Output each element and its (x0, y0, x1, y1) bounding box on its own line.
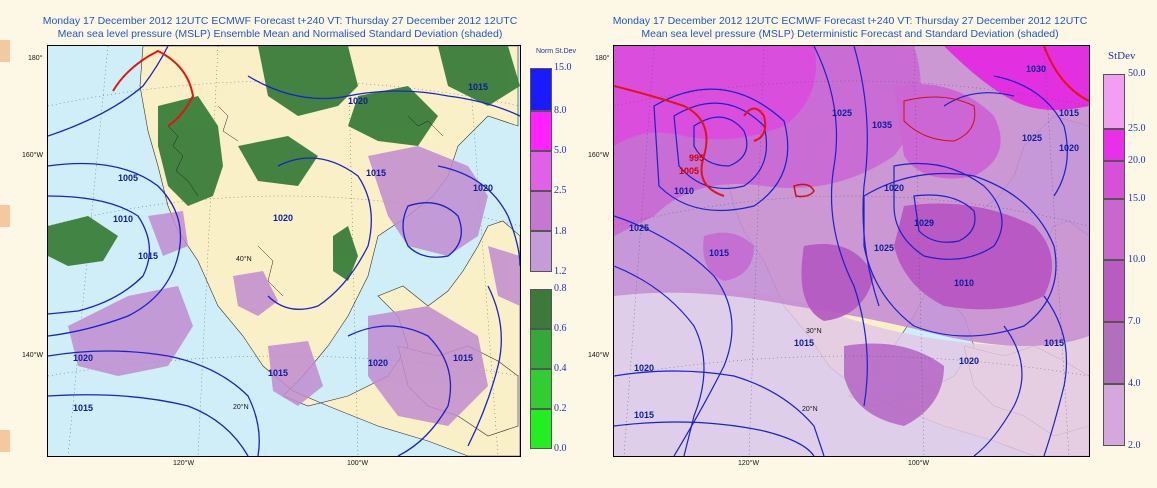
left-legend-tick-0-4: 0.4 (554, 363, 567, 374)
right-legend-swatch-1 (1103, 129, 1125, 161)
right-title-line1: Monday 17 December 2012 12UTC ECMWF Fore… (612, 15, 1088, 27)
right-lat-160w: 160°W (588, 152, 610, 159)
right-isobar-label-14: 1015 (634, 410, 654, 420)
right-isobar-label-15: 1015 (794, 338, 814, 348)
left-legend-tick-2-5: 2.5 (554, 185, 567, 196)
left-legend-swatch-5 (530, 289, 552, 329)
right-isobar-label-5: 1020 (1059, 143, 1079, 153)
left-isobar-label-2: 1005 (118, 173, 138, 183)
left-legend-tick-8: 8.0 (554, 105, 567, 116)
right-isobar-label-16: 1020 (959, 356, 979, 366)
left-lat-180: 180° (28, 55, 43, 62)
left-isobar-label-12: 1020 (473, 183, 493, 193)
right-map-svg: 1030 1025 1035 1025 1015 1020 1010 1025 … (614, 46, 1089, 456)
right-legend-swatch-0 (1103, 74, 1125, 129)
left-isobar-label-4: 1015 (138, 251, 158, 261)
right-isobar-label-13: 1020 (634, 363, 654, 373)
right-legend-tick-15: 15.0 (1128, 193, 1146, 204)
left-legend-tick-0-0: 0.0 (554, 443, 567, 454)
left-isobar-label-6: 1015 (366, 168, 386, 178)
left-legend-title: Norm St.Dev (536, 48, 577, 55)
right-legend-swatch-6 (1103, 384, 1125, 446)
right-legend-tick-25: 25.0 (1128, 123, 1146, 134)
right-isobar-label-19: 1005 (679, 166, 699, 176)
right-legend-title: StDev (1108, 50, 1136, 62)
left-grid-label-40n: 40°N (236, 256, 252, 263)
left-lat-160w: 160°W (22, 152, 44, 159)
right-panel: Monday 17 December 2012 12UTC ECMWF Fore… (580, 0, 1157, 488)
right-isobar-label-4: 1015 (1059, 108, 1079, 118)
left-title-line2: Mean sea level pressure (MSLP) Ensemble … (57, 28, 503, 40)
edge-marker-2 (0, 205, 10, 227)
right-legend: StDev 50.0 25.0 20.0 15.0 10.0 7.0 4.0 2… (1100, 45, 1157, 455)
right-lon-120w: 120°W (738, 460, 760, 467)
right-legend-tick-2: 2.0 (1128, 440, 1141, 451)
right-isobar-label-10: 1020 (884, 183, 904, 193)
right-grid-label-20n: 20°N (802, 406, 818, 413)
right-isobar-label-1: 1025 (832, 108, 852, 118)
right-isobar-label-0: 1030 (1026, 64, 1046, 74)
left-legend-tick-1-8: 1.8 (554, 226, 567, 237)
right-legend-tick-50: 50.0 (1128, 68, 1146, 79)
right-isobar-label-11: 1025 (874, 243, 894, 253)
right-isobar-label-18: 995 (689, 153, 704, 163)
left-isobar-label-0: 1020 (348, 96, 368, 106)
left-legend-swatch-1 (530, 111, 552, 151)
left-legend-tick-15: 15.0 (554, 62, 572, 73)
right-isobar-label-3: 1025 (1022, 133, 1042, 143)
left-lat-140w: 140°W (22, 352, 44, 359)
left-legend-tick-0-8: 0.8 (554, 283, 567, 294)
right-isobar-label-9: 1029 (914, 218, 934, 228)
left-map: 1020 1015 1005 1010 1015 1020 1015 1020 … (47, 45, 521, 457)
right-lon-100w: 100°W (908, 460, 930, 467)
right-legend-swatch-3 (1103, 199, 1125, 260)
left-isobar-label-1: 1015 (468, 82, 488, 92)
left-legend-tick-0-2: 0.2 (554, 403, 567, 414)
left-legend-tick-1-2: 1.2 (554, 266, 567, 277)
left-panel: Monday 17 December 2012 12UTC ECMWF Fore… (0, 0, 576, 488)
right-map: 1030 1025 1035 1025 1015 1020 1010 1025 … (613, 45, 1090, 457)
left-lon-100w: 100°W (347, 460, 369, 467)
left-legend-swatch-0 (530, 68, 552, 111)
right-isobar-label-2: 1035 (872, 120, 892, 130)
left-grid-label-20n: 20°N (233, 404, 249, 411)
left-title-line1: Monday 17 December 2012 12UTC ECMWF Fore… (42, 15, 518, 27)
left-legend-swatch-8 (530, 409, 552, 449)
right-isobar-label-17: 1015 (1044, 338, 1064, 348)
left-lon-120w: 120°W (173, 460, 195, 467)
left-legend-swatch-2 (530, 151, 552, 191)
left-legend-swatch-6 (530, 329, 552, 369)
left-isobar-label-3: 1010 (113, 214, 133, 224)
right-legend-tick-20: 20.0 (1128, 155, 1146, 166)
edge-marker-1 (0, 40, 10, 62)
right-legend-swatch-4 (1103, 260, 1125, 322)
right-title-line2: Mean sea level pressure (MSLP) Determini… (641, 28, 1059, 40)
right-legend-swatch-5 (1103, 322, 1125, 384)
right-legend-tick-7: 7.0 (1128, 316, 1141, 327)
right-lat-180: 180° (595, 55, 610, 62)
left-isobar-label-5: 1020 (273, 213, 293, 223)
left-legend-tick-0-6: 0.6 (554, 323, 567, 334)
right-isobar-label-8: 1015 (709, 248, 729, 258)
left-isobar-label-11: 1015 (453, 353, 473, 363)
left-legend-swatch-7 (530, 369, 552, 409)
left-isobar-label-9: 1015 (268, 368, 288, 378)
right-lat-140w: 140°W (588, 352, 610, 359)
right-legend-swatch-2 (1103, 161, 1125, 199)
right-isobar-label-12: 1010 (954, 278, 974, 288)
left-legend-swatch-4 (530, 231, 552, 272)
left-isobar-label-8: 1015 (73, 403, 93, 413)
left-legend: Norm St.Dev 15.0 8.0 5.0 2.5 1.8 1.2 0.8… (528, 45, 576, 455)
left-legend-tick-5: 5.0 (554, 145, 567, 156)
right-legend-tick-10: 10.0 (1128, 254, 1146, 265)
right-isobar-label-7: 1025 (629, 223, 649, 233)
edge-marker-3 (0, 430, 10, 452)
left-legend-swatch-3 (530, 191, 552, 231)
right-legend-tick-4: 4.0 (1128, 378, 1141, 389)
left-map-svg: 1020 1015 1005 1010 1015 1020 1015 1020 … (48, 46, 520, 456)
left-isobar-label-10: 1020 (368, 358, 388, 368)
left-isobar-label-7: 1020 (73, 353, 93, 363)
right-grid-label-30n: 30°N (806, 328, 822, 335)
right-isobar-label-6: 1010 (674, 186, 694, 196)
